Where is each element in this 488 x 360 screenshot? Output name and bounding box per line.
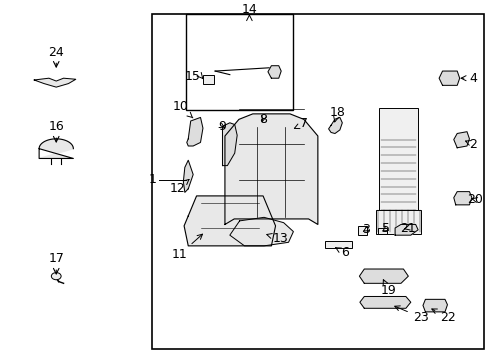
Text: 21: 21	[399, 221, 415, 234]
Polygon shape	[34, 78, 76, 87]
Polygon shape	[438, 71, 459, 85]
Text: 2: 2	[465, 138, 476, 151]
Text: 5: 5	[382, 222, 389, 235]
Polygon shape	[359, 269, 407, 283]
Text: 8: 8	[259, 113, 266, 126]
Text: 10: 10	[172, 100, 192, 118]
Bar	[358, 226, 366, 235]
Text: 15: 15	[184, 70, 200, 83]
Polygon shape	[183, 196, 275, 246]
Polygon shape	[422, 300, 447, 312]
Text: 20: 20	[466, 193, 482, 206]
Bar	[376, 210, 420, 234]
Text: 24: 24	[48, 46, 64, 59]
Polygon shape	[229, 217, 293, 246]
Text: 14: 14	[241, 3, 257, 16]
Text: 17: 17	[48, 252, 64, 265]
Text: 6: 6	[335, 247, 348, 260]
Polygon shape	[224, 114, 317, 224]
Text: 9: 9	[218, 120, 225, 133]
Text: 1: 1	[148, 174, 156, 186]
Text: 22: 22	[431, 309, 455, 324]
Polygon shape	[183, 160, 193, 192]
Text: 23: 23	[394, 306, 427, 324]
Text: 19: 19	[380, 280, 395, 297]
Polygon shape	[267, 66, 281, 78]
Bar	[203, 75, 213, 84]
Bar	[325, 241, 351, 248]
Polygon shape	[328, 117, 342, 134]
Bar	[151, 14, 483, 349]
Polygon shape	[453, 132, 468, 148]
Text: 16: 16	[48, 121, 64, 134]
Text: 3: 3	[361, 223, 369, 236]
Text: 4: 4	[460, 72, 476, 85]
Bar	[185, 14, 293, 110]
Polygon shape	[394, 224, 417, 235]
Polygon shape	[39, 139, 73, 158]
Text: 18: 18	[329, 105, 345, 122]
Polygon shape	[186, 117, 203, 146]
Bar	[379, 108, 417, 210]
Polygon shape	[222, 123, 237, 166]
Text: 13: 13	[266, 232, 288, 245]
Polygon shape	[359, 297, 410, 308]
Circle shape	[51, 273, 61, 280]
Polygon shape	[453, 192, 471, 205]
Text: 7: 7	[294, 117, 307, 130]
Text: 11: 11	[171, 234, 202, 261]
Text: 12: 12	[170, 179, 188, 195]
Bar	[377, 228, 386, 234]
